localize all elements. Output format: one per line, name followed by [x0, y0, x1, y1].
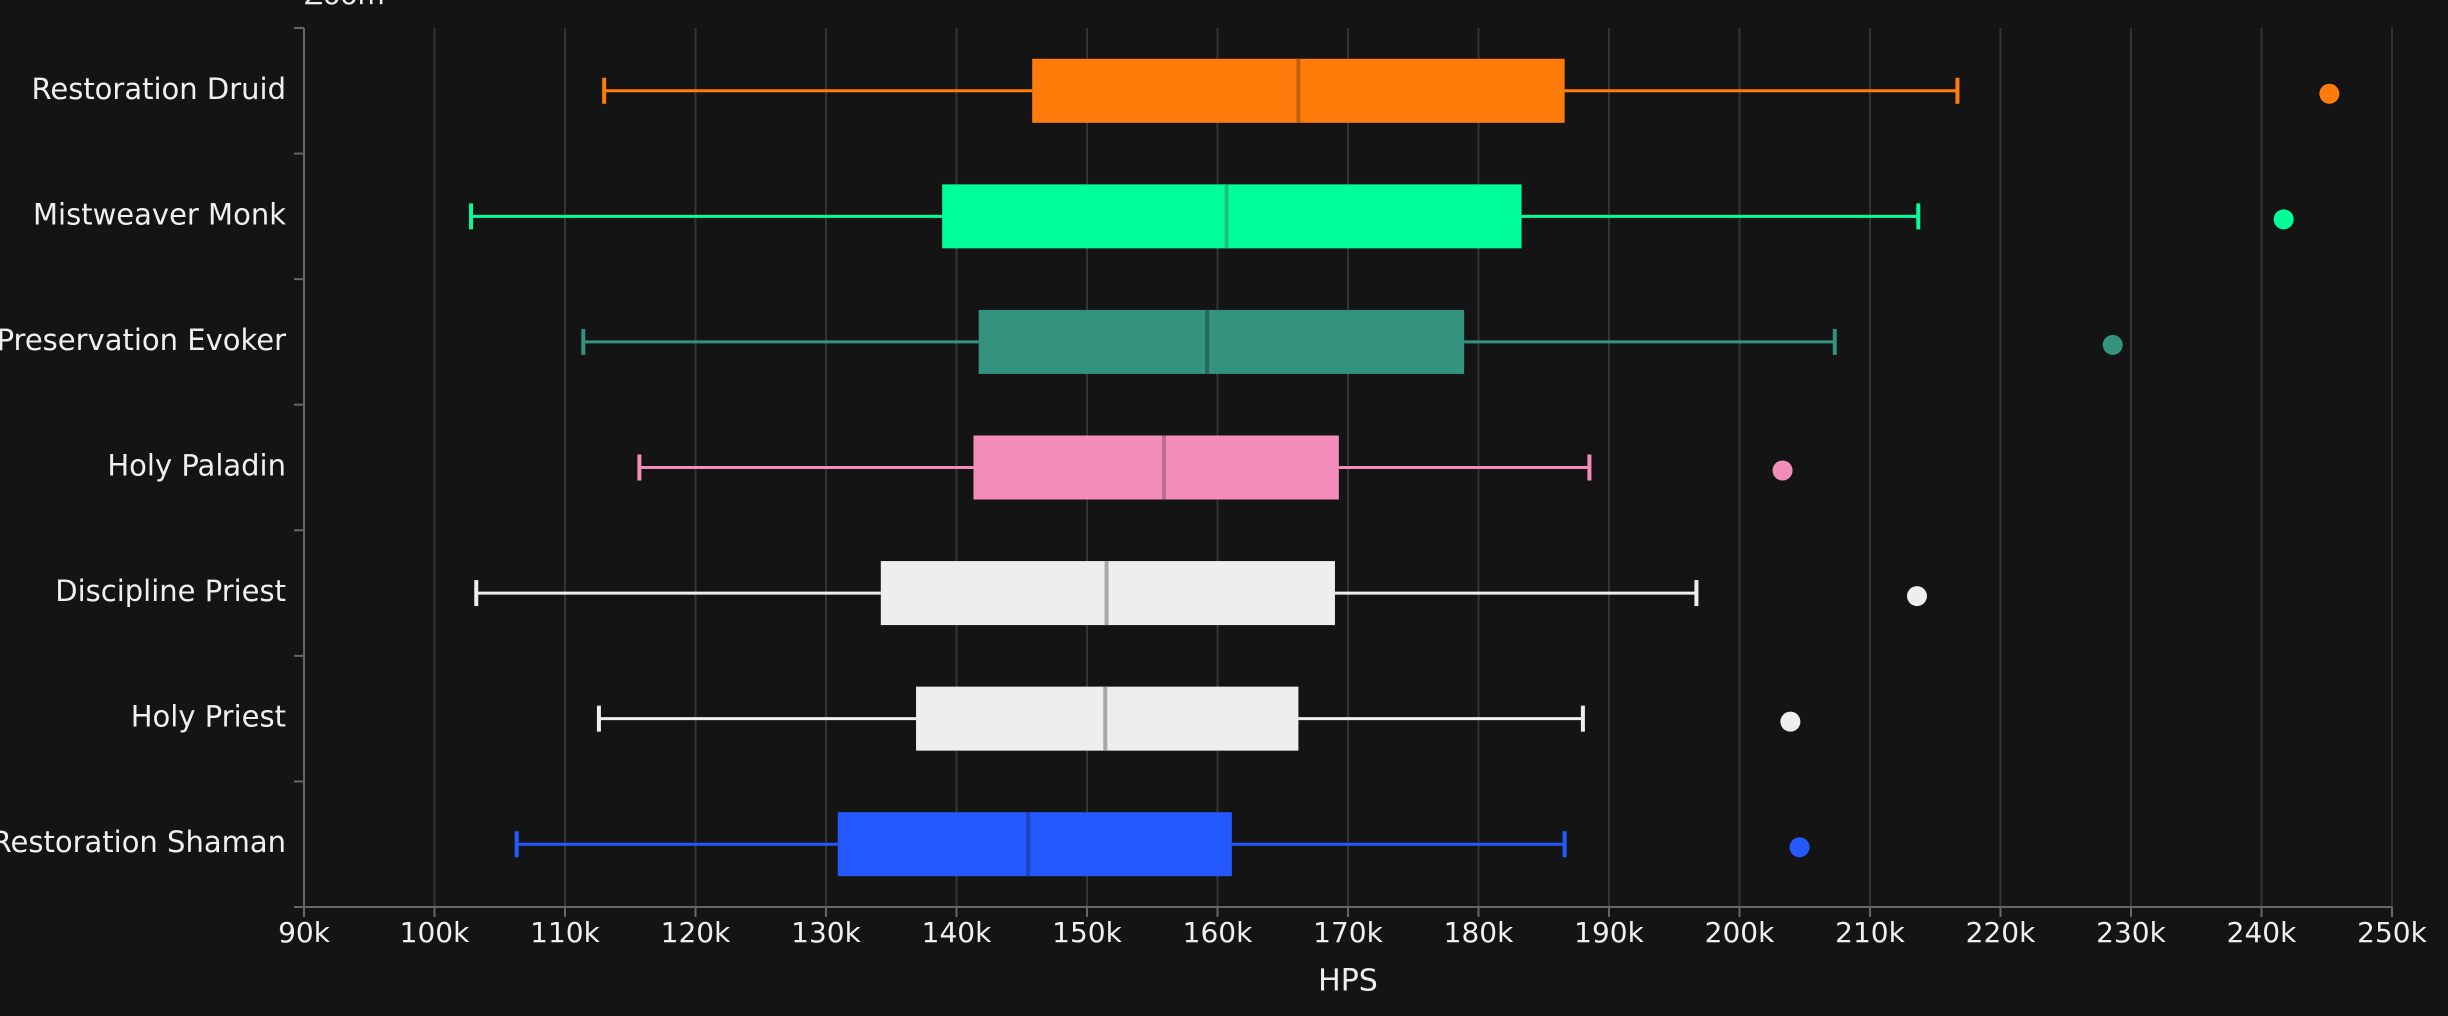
outlier: [2102, 334, 2123, 355]
x-tick-label: 110k: [530, 916, 600, 949]
outlier: [1906, 586, 1927, 607]
x-axis-title: HPS: [1318, 964, 1378, 999]
x-tick-label: 230k: [2096, 916, 2166, 949]
x-tick-label: 250k: [2357, 916, 2427, 949]
box: [837, 812, 1232, 877]
x-tick-label: 160k: [1183, 916, 1253, 949]
zoom-button[interactable]: Zoom: [304, 0, 385, 11]
x-tick-label: 240k: [2227, 916, 2297, 949]
x-tick-label: 100k: [400, 916, 470, 949]
x-tick-label: 180k: [1444, 916, 1514, 949]
category-label: Discipline Priest: [55, 574, 286, 608]
x-tick-label: 200k: [1705, 916, 1775, 949]
x-tick-label: 190k: [1574, 916, 1644, 949]
x-tick-label: 140k: [922, 916, 992, 949]
outlier: [1789, 837, 1810, 858]
category-label: Restoration Shaman: [0, 825, 286, 859]
category-label: Mistweaver Monk: [33, 197, 286, 231]
box: [942, 184, 1522, 249]
box: [973, 435, 1339, 500]
category-label: Preservation Evoker: [0, 323, 286, 357]
box: [978, 309, 1465, 374]
x-tick-label: 210k: [1835, 916, 1905, 949]
category-label: Restoration Druid: [32, 72, 286, 106]
outlier: [1772, 460, 1793, 481]
outlier: [2319, 83, 2340, 104]
x-tick-label: 170k: [1313, 916, 1383, 949]
x-tick-label: 120k: [661, 916, 731, 949]
x-tick-label: 220k: [1966, 916, 2036, 949]
category-label: Holy Priest: [131, 700, 286, 734]
x-tick-label: 90k: [278, 916, 331, 949]
x-tick-label: 130k: [791, 916, 861, 949]
x-tick-label: 150k: [1052, 916, 1122, 949]
outlier: [2273, 209, 2294, 230]
category-label: Holy Paladin: [107, 449, 286, 483]
outlier: [1780, 711, 1801, 732]
